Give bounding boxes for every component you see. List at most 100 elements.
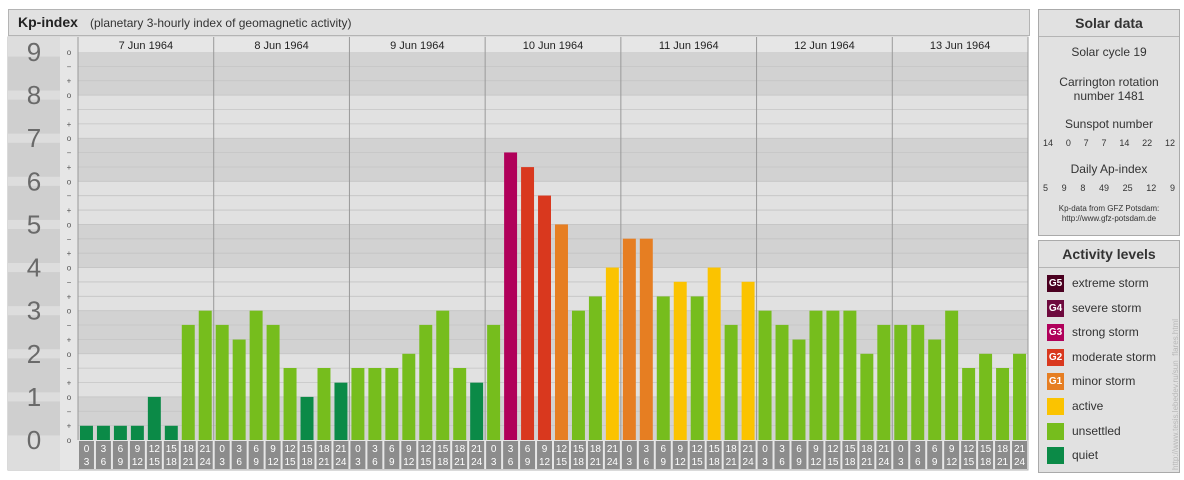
y-tick-label: 4 — [27, 253, 41, 283]
interval-cell — [604, 441, 620, 469]
interval-start-label: 0 — [355, 444, 361, 455]
interval-end-label: 3 — [219, 457, 225, 468]
kp-bar — [826, 310, 840, 440]
interval-cell — [689, 441, 705, 469]
interval-start-label: 18 — [454, 444, 466, 455]
interval-end-label: 3 — [355, 457, 361, 468]
interval-end-label: 24 — [471, 457, 483, 468]
interval-end-label: 24 — [1014, 457, 1026, 468]
legend-label: unsettled — [1072, 423, 1121, 438]
interval-cell — [503, 441, 519, 469]
y-tick-label: 1 — [27, 382, 41, 412]
interval-cell — [214, 441, 230, 469]
kp-bar — [215, 324, 229, 440]
watermark: http://www.tesis.lebedev.ru/sun_flares.h… — [1171, 318, 1180, 470]
legend-swatch: G2 — [1047, 348, 1064, 366]
sunspot-value: 7 — [1083, 138, 1089, 148]
sunspot-value: 7 — [1101, 138, 1107, 148]
kp-band — [78, 267, 1028, 311]
ap-values: 5 9 8 49 25 12 9 — [1043, 183, 1175, 193]
kp-bar — [996, 368, 1010, 440]
ap-value: 9 — [1061, 183, 1067, 193]
interval-start-label: 18 — [997, 444, 1009, 455]
kp-bar — [843, 310, 857, 440]
kp-bar — [724, 324, 738, 440]
interval-start-label: 15 — [709, 444, 721, 455]
interval-start-label: 15 — [844, 444, 856, 455]
sunspot-value: 0 — [1065, 138, 1071, 148]
kp-bar — [130, 425, 144, 440]
interval-end-label: 3 — [491, 457, 497, 468]
day-label: 11 Jun 1964 — [659, 40, 719, 52]
y-tick-label: 6 — [27, 166, 41, 196]
kp-bar — [622, 238, 636, 440]
interval-start-label: 12 — [556, 444, 568, 455]
interval-end-label: 21 — [861, 457, 873, 468]
chart-title-bar: Kp-index (planetary 3-hourly index of ge… — [8, 9, 1030, 36]
interval-cell — [248, 441, 264, 469]
ap-value: 9 — [1169, 183, 1175, 193]
interval-start-label: 6 — [118, 444, 124, 455]
kp-bar — [911, 324, 925, 440]
interval-start-label: 6 — [796, 444, 802, 455]
kp-bar — [588, 296, 602, 440]
interval-end-label: 21 — [183, 457, 195, 468]
interval-cell — [554, 441, 569, 469]
interval-end-label: 12 — [810, 457, 822, 468]
legend-label: severe storm — [1072, 300, 1142, 315]
sunspot-value: 12 — [1164, 138, 1175, 148]
interval-cell — [537, 441, 552, 469]
kp-bar — [792, 339, 806, 440]
interval-end-label: 15 — [420, 457, 432, 468]
ap-value: 5 — [1043, 183, 1049, 193]
kp-bar — [673, 281, 687, 440]
interval-start-label: 6 — [660, 444, 666, 455]
interval-start-label: 0 — [219, 444, 225, 455]
kp-bar — [232, 339, 246, 440]
interval-end-label: 6 — [101, 457, 107, 468]
interval-cell — [910, 441, 926, 469]
sunspot-value: 14 — [1119, 138, 1130, 148]
day-label: 13 Jun 1964 — [930, 40, 991, 52]
sub-tick-label: o — [67, 48, 72, 57]
interval-start-label: 0 — [898, 444, 904, 455]
kp-bar — [894, 324, 908, 440]
sub-tick-label: o — [67, 91, 72, 100]
kp-bar — [504, 152, 518, 440]
interval-cell — [655, 441, 671, 469]
kp-bar — [656, 296, 670, 440]
kp-bar — [351, 368, 365, 440]
interval-start-label: 15 — [437, 444, 449, 455]
interval-end-label: 9 — [660, 457, 666, 468]
kp-band — [78, 95, 1028, 139]
sub-tick-column — [60, 37, 78, 470]
ap-value: 25 — [1122, 183, 1133, 193]
interval-start-label: 21 — [1014, 444, 1026, 455]
legend-swatch: G5 — [1047, 275, 1064, 292]
legend-swatch — [1047, 398, 1064, 415]
solar-panel-title: Solar data — [1039, 10, 1179, 37]
kp-bar — [470, 382, 484, 440]
interval-start-label: 6 — [389, 444, 395, 455]
day-header-row — [78, 37, 1028, 52]
y-tick-bg — [8, 99, 60, 134]
interval-end-label: 9 — [118, 457, 124, 468]
interval-end-label: 24 — [200, 457, 212, 468]
legend-label: extreme storm — [1072, 276, 1149, 290]
interval-cell — [418, 441, 434, 469]
interval-end-label: 9 — [389, 457, 395, 468]
interval-end-label: 15 — [963, 457, 975, 468]
chart-title: Kp-index — [18, 14, 78, 30]
source-link[interactable]: http://www.gfz-potsdam.de — [1061, 214, 1157, 223]
interval-cell — [197, 441, 213, 469]
y-tick-label: 3 — [27, 296, 41, 326]
sub-tick-label: o — [67, 177, 72, 186]
activity-panel-title: Activity levels — [1039, 241, 1179, 268]
interval-end-label: 6 — [644, 457, 650, 468]
interval-cell — [384, 441, 400, 469]
y-tick-bg — [8, 229, 60, 263]
interval-start-label: 6 — [253, 444, 259, 455]
sub-tick-label: − — [67, 62, 72, 71]
interval-start-label: 18 — [318, 444, 330, 455]
legend-label: moderate storm — [1072, 349, 1157, 364]
